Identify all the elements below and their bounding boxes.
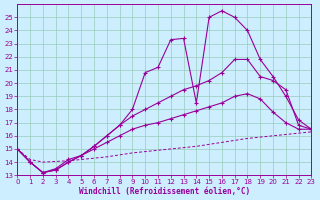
X-axis label: Windchill (Refroidissement éolien,°C): Windchill (Refroidissement éolien,°C) [79,187,250,196]
